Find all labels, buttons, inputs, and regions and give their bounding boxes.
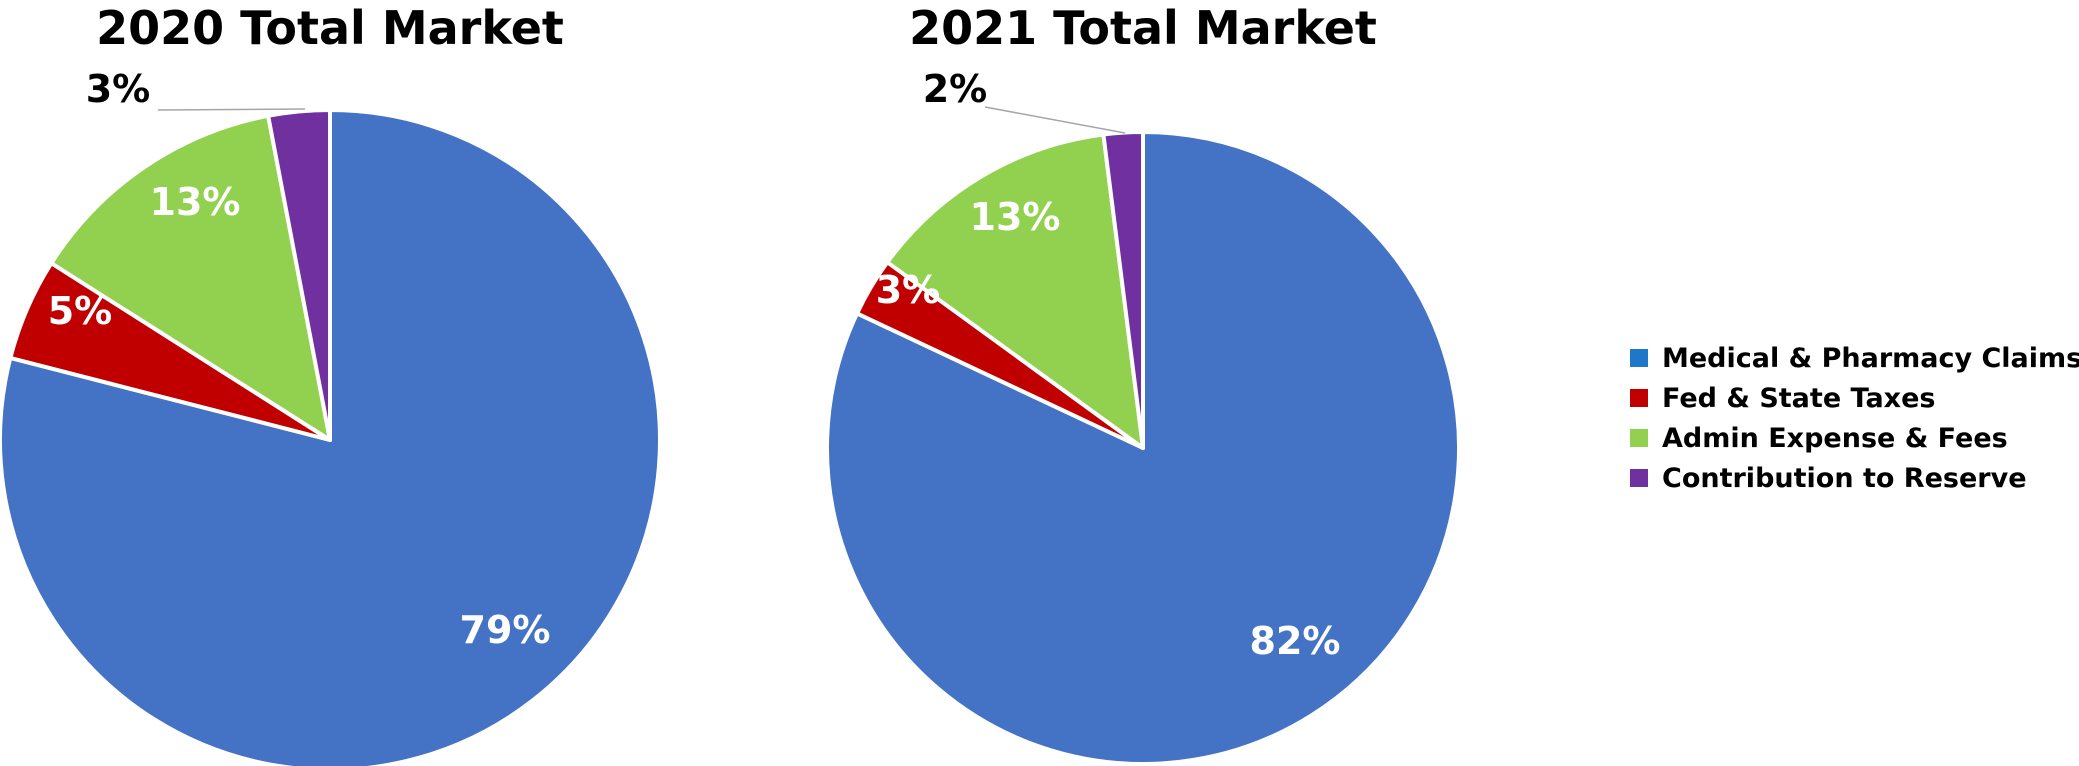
chart-legend: Medical & Pharmacy Claims Fed & State Ta… [1630,338,2079,498]
legend-item-admin-expense-fees: Admin Expense & Fees [1630,418,2079,458]
legend-label: Fed & State Taxes [1662,382,1936,414]
legend-label: Admin Expense & Fees [1662,422,2008,454]
data-label-contribution-to-reserve-2020: 3% [86,67,151,111]
pie-slices-2020 [0,108,662,766]
pie-labels-2021: 82% 3% 13% 2% [876,67,1341,663]
data-label-admin-expense-fees-2021: 13% [970,195,1061,239]
legend-item-fed-state-taxes: Fed & State Taxes [1630,378,2079,418]
leader-line-contribution-to-reserve-2021 [984,106,1126,134]
pie-slice-admin-expense-fees-2021 [885,132,1145,450]
data-label-medical-pharmacy-claims-2020: 79% [460,608,551,652]
chart-title-2020: 2020 Total Market [96,1,564,55]
legend-swatch-medical [1630,349,1648,367]
pie-slice-medical-pharmacy-claims-2020 [0,108,662,766]
legend-swatch-admin [1630,429,1648,447]
legend-label: Medical & Pharmacy Claims [1662,342,2079,374]
data-label-fed-state-taxes-2020: 5% [48,289,113,333]
pie-slice-admin-expense-fees-2020 [49,113,332,442]
leader-line-contribution-to-reserve-2020 [157,108,306,111]
data-label-admin-expense-fees-2020: 13% [150,180,241,224]
data-label-contribution-to-reserve-2021: 2% [923,67,988,111]
legend-swatch-taxes [1630,389,1648,407]
legend-label: Contribution to Reserve [1662,462,2027,494]
pie-chart-2021: 2021 Total Market 82% 3% 13% 2% [825,1,1461,766]
legend-item-medical-pharmacy-claims: Medical & Pharmacy Claims [1630,338,2079,378]
data-label-medical-pharmacy-claims-2021: 82% [1250,619,1341,663]
pie-chart-2020: 2020 Total Market 79% 5% 13% 3% [0,1,662,766]
chart-title-2021: 2021 Total Market [909,1,1377,55]
legend-item-contribution-to-reserve: Contribution to Reserve [1630,458,2079,498]
pie-slices-2021 [825,130,1461,766]
legend-swatch-reserve [1630,469,1648,487]
data-label-fed-state-taxes-2021: 3% [876,268,941,312]
pie-labels-2020: 79% 5% 13% 3% [48,67,551,652]
pie-slice-contribution-to-reserve-2020 [266,108,332,442]
